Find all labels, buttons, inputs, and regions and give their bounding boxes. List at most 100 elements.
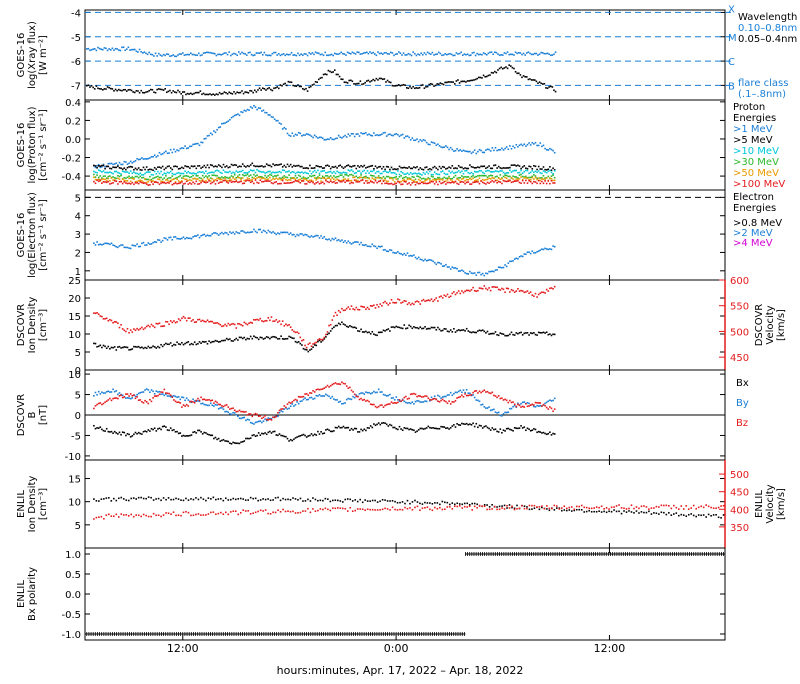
data-point-dscovr_plasma-1 [411,303,413,305]
data-point-proton-0 [394,134,396,136]
data-point-dscovr_plasma-0 [335,325,337,327]
data-point-proton-2 [530,172,532,174]
data-point-proton-5 [419,183,421,185]
data-point-proton-4 [402,180,404,182]
data-point-xray-0 [355,53,357,55]
data-point-proton-5 [440,183,442,185]
data-point-proton-1 [139,169,141,171]
data-point-proton-2 [127,171,129,173]
data-point-dscovr_mag-1 [175,396,177,398]
data-point-electron-0 [424,259,426,261]
data-point-proton-2 [475,171,477,173]
data-point-dscovr_mag-2 [136,396,138,398]
data-point-proton-5 [285,182,287,184]
data-point-xray-1 [334,69,336,71]
data-point-electron-0 [175,236,177,238]
data-point-xray-1 [446,82,448,84]
data-point-proton-2 [274,172,276,174]
data-point-proton-5 [447,182,449,184]
data-point-proton-5 [309,182,311,184]
data-point-electron-0 [525,253,527,255]
data-point-dscovr_mag-2 [235,411,237,413]
data-point-enlil_plasma-0 [688,514,690,516]
data-point-xray-1 [140,90,142,92]
data-point-dscovr_plasma-0 [434,327,436,329]
data-point-xray-1 [91,85,93,87]
data-point-proton-5 [383,180,385,182]
data-point-dscovr_mag-2 [531,404,533,406]
data-point-xray-0 [425,54,427,56]
data-point-dscovr_mag-0 [351,428,353,430]
data-point-dscovr_plasma-0 [299,343,301,345]
data-point-xray-0 [124,49,126,51]
data-point-proton-0 [229,119,231,121]
data-point-dscovr_mag-1 [178,396,180,398]
data-point-electron-0 [295,236,297,238]
data-point-xray-1 [328,70,330,72]
data-point-enlil_plasma-0 [648,511,650,513]
data-point-proton-1 [408,166,410,168]
data-point-dscovr_mag-2 [283,405,285,407]
data-point-dscovr_mag-1 [544,403,546,405]
data-point-proton-0 [415,139,417,141]
data-point-electron-0 [474,272,476,274]
data-point-proton-5 [290,182,292,184]
data-point-enlil_plasma-0 [723,514,725,516]
data-point-proton-5 [527,182,529,184]
data-point-dscovr_mag-1 [448,394,450,396]
data-point-xray-1 [99,88,101,90]
data-point-xray-1 [428,84,430,86]
data-point-proton-5 [453,182,455,184]
data-point-enlil_plasma-0 [145,498,147,500]
data-point-proton-3 [551,175,553,177]
data-point-dscovr_mag-2 [123,396,125,398]
data-point-dscovr_plasma-0 [208,340,210,342]
data-point-proton-4 [354,176,356,178]
data-point-xray-1 [505,66,507,68]
data-point-dscovr_mag-2 [506,400,508,402]
data-point-electron-0 [387,251,389,253]
data-point-dscovr_mag-2 [320,389,322,391]
data-point-dscovr_mag-1 [98,391,100,393]
data-point-dscovr_mag-0 [394,427,396,429]
data-point-enlil_plasma-1 [220,512,222,514]
data-point-proton-1 [523,165,525,167]
data-point-xray-0 [187,54,189,56]
data-point-enlil_plasma-1 [648,508,650,510]
data-point-electron-0 [349,242,351,244]
data-point-electron-0 [283,231,285,233]
data-point-dscovr_mag-2 [432,398,434,400]
data-point-proton-5 [395,182,397,184]
data-point-dscovr_plasma-1 [453,291,455,293]
data-point-dscovr_mag-0 [349,429,351,431]
data-point-electron-0 [499,267,501,269]
data-point-proton-4 [136,181,138,183]
data-point-proton-2 [547,171,549,173]
data-point-dscovr_plasma-1 [184,317,186,319]
data-point-electron-0 [216,233,218,235]
data-point-dscovr_mag-1 [298,403,300,405]
data-point-xray-1 [523,75,525,77]
data-point-dscovr_mag-0 [543,432,545,434]
data-point-dscovr_mag-2 [200,397,202,399]
data-point-enlil_plasma-0 [566,510,568,512]
data-point-xray-0 [136,50,138,52]
data-point-dscovr_mag-1 [415,401,417,403]
data-point-electron-0 [451,266,453,268]
data-point-dscovr_plasma-1 [543,292,545,294]
data-point-dscovr_mag-2 [247,414,249,416]
data-point-proton-5 [130,183,132,185]
data-point-dscovr_mag-2 [354,394,356,396]
data-point-dscovr_mag-1 [99,393,101,395]
data-point-dscovr_plasma-1 [511,289,513,291]
data-point-proton-5 [179,182,181,184]
data-point-dscovr_plasma-1 [139,328,141,330]
data-point-xray-1 [270,89,272,91]
data-point-proton-5 [301,180,303,182]
data-point-dscovr_plasma-1 [307,344,309,346]
data-point-proton-5 [376,182,378,184]
data-point-dscovr_mag-2 [272,416,274,418]
data-point-proton-3 [195,175,197,177]
data-point-dscovr_mag-1 [243,417,245,419]
data-point-dscovr_mag-0 [423,428,425,430]
